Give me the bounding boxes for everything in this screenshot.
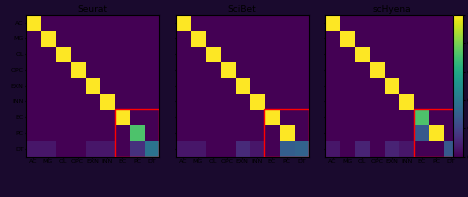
Bar <box>115 109 159 157</box>
Title: SciBet: SciBet <box>228 5 256 14</box>
Bar <box>264 109 309 157</box>
Title: scHyena: scHyena <box>373 5 411 14</box>
Bar <box>414 109 459 157</box>
Title: Seurat: Seurat <box>77 5 108 14</box>
